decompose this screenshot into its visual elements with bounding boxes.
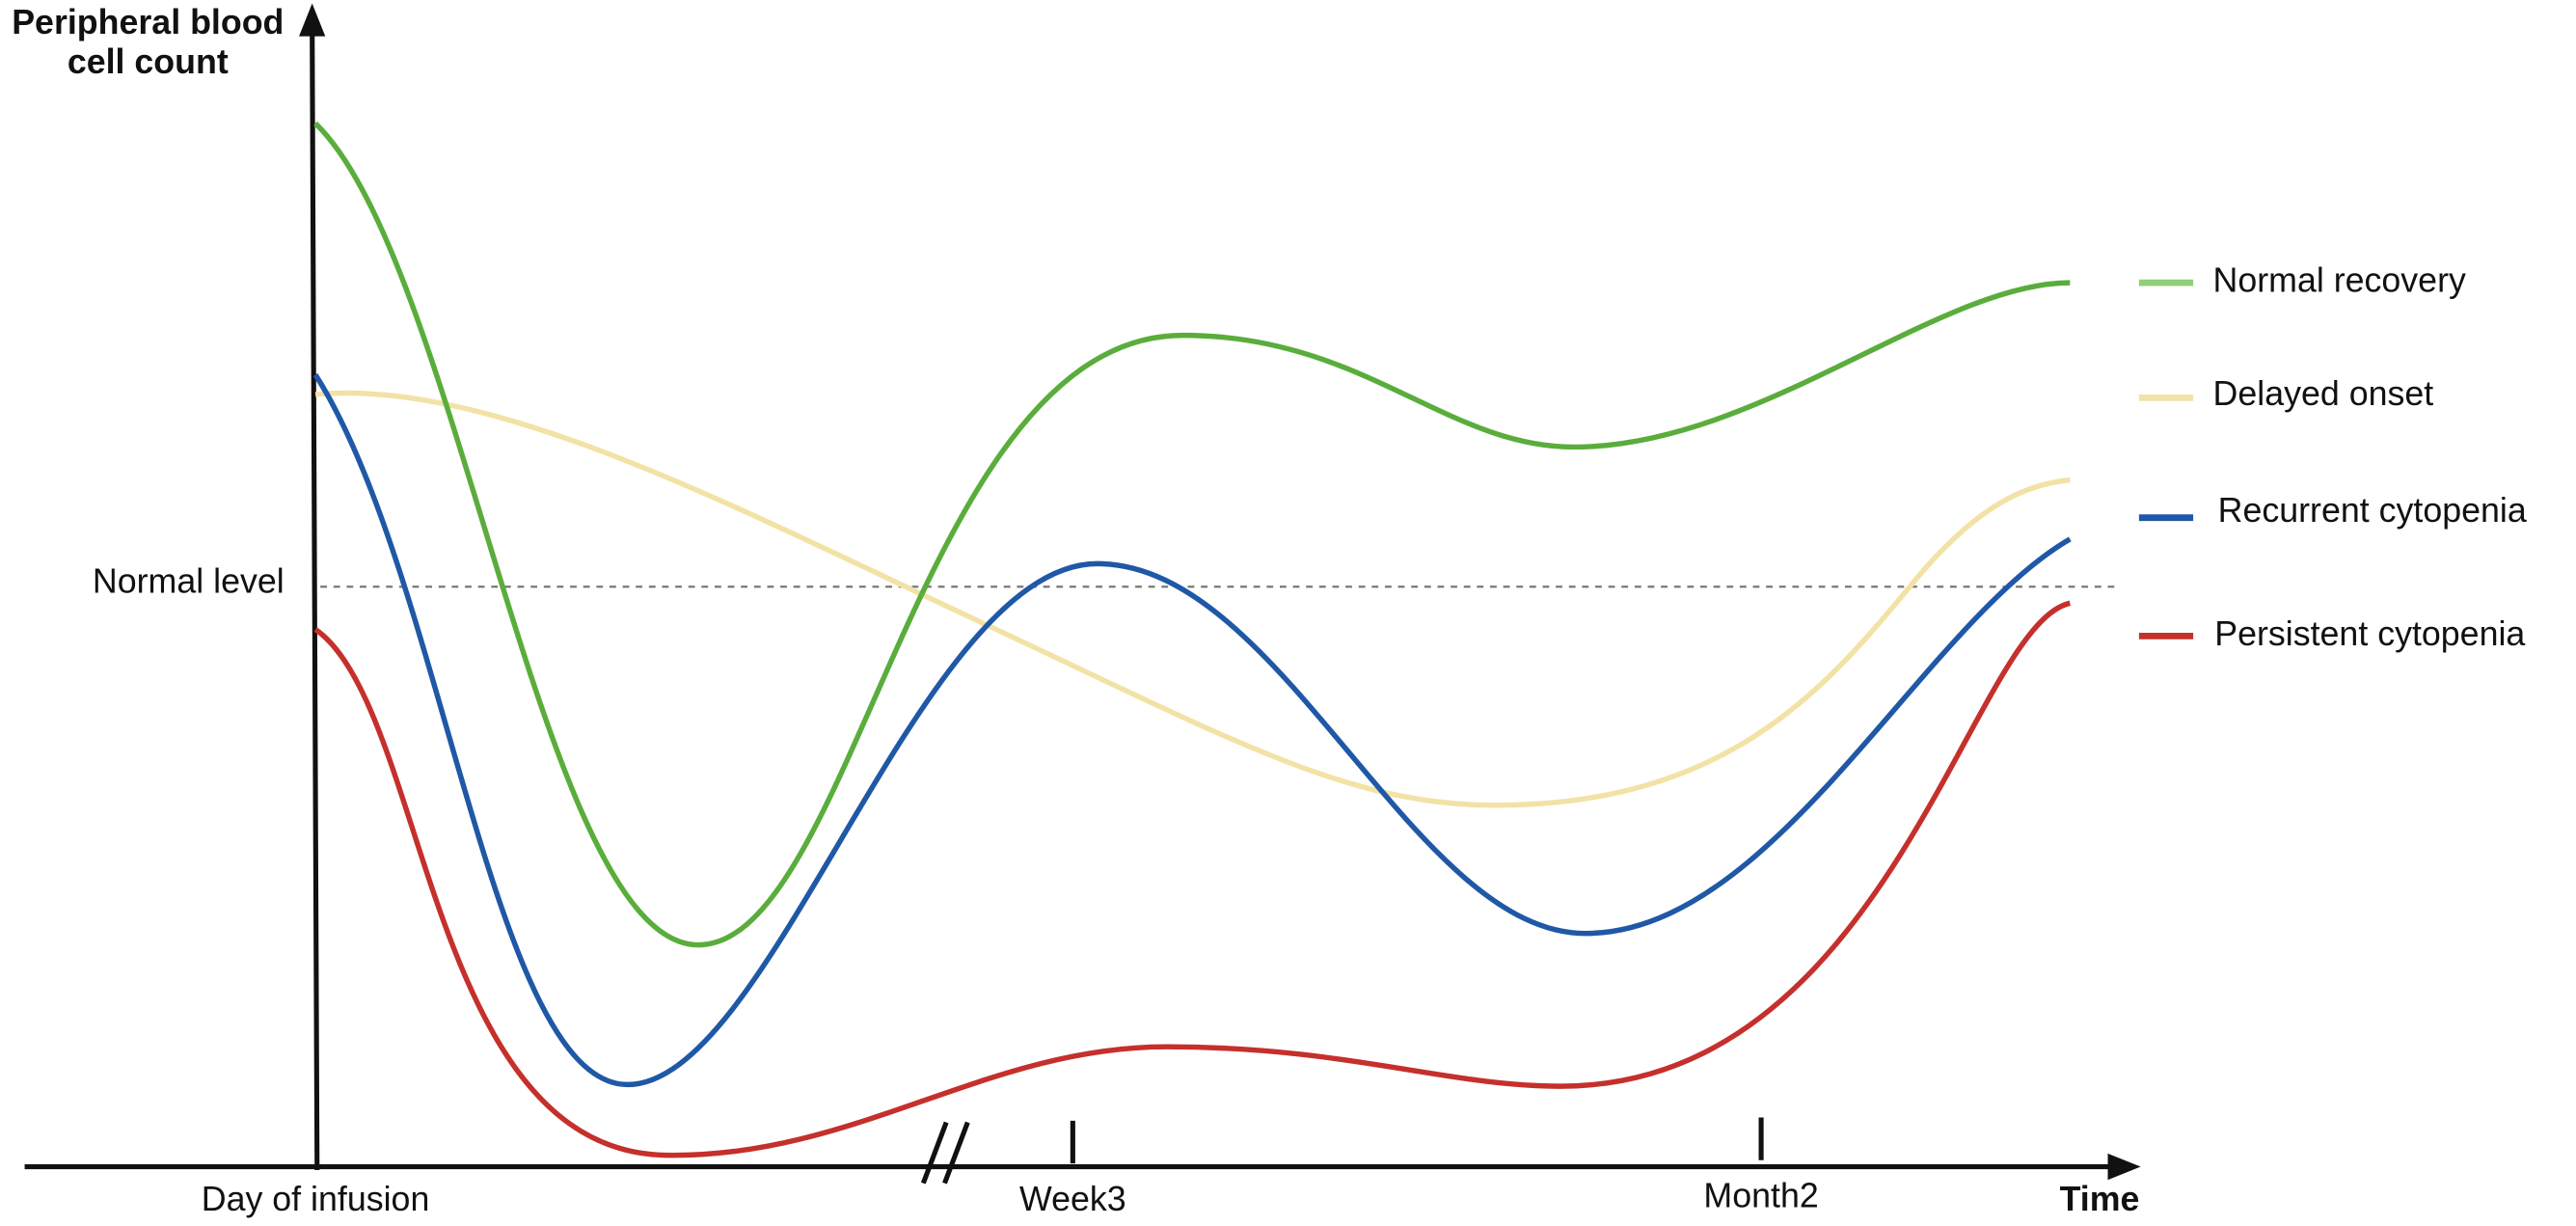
y-axis-label: cell count	[68, 42, 229, 81]
y-axis	[310, 22, 320, 1170]
axis-break	[942, 1121, 970, 1185]
y-axis-arrow	[299, 3, 326, 37]
persistent-cytopenia-curve	[313, 600, 2071, 1158]
axis-break	[920, 1121, 949, 1185]
legend-label: Normal recovery	[2213, 261, 2466, 300]
legend-label: Persistent cytopenia	[2214, 614, 2525, 653]
y-axis-label: Peripheral blood	[12, 3, 284, 41]
legend-label: Delayed onset	[2213, 374, 2434, 413]
legend-label: Recurrent cytopenia	[2218, 491, 2527, 530]
x-axis-arrow	[2107, 1153, 2141, 1181]
x-axis-label: Time	[2060, 1180, 2140, 1218]
x-label: Week3	[1019, 1180, 1126, 1218]
reference-label: Normal level	[93, 561, 285, 600]
normal-recovery-curve	[313, 121, 2071, 948]
recurrent-cytopenia-curve	[312, 373, 2072, 1088]
x-label: Day of infusion	[202, 1180, 430, 1218]
x-label: Month2	[1703, 1176, 1818, 1214]
delayed-onset-curve	[314, 390, 2071, 808]
